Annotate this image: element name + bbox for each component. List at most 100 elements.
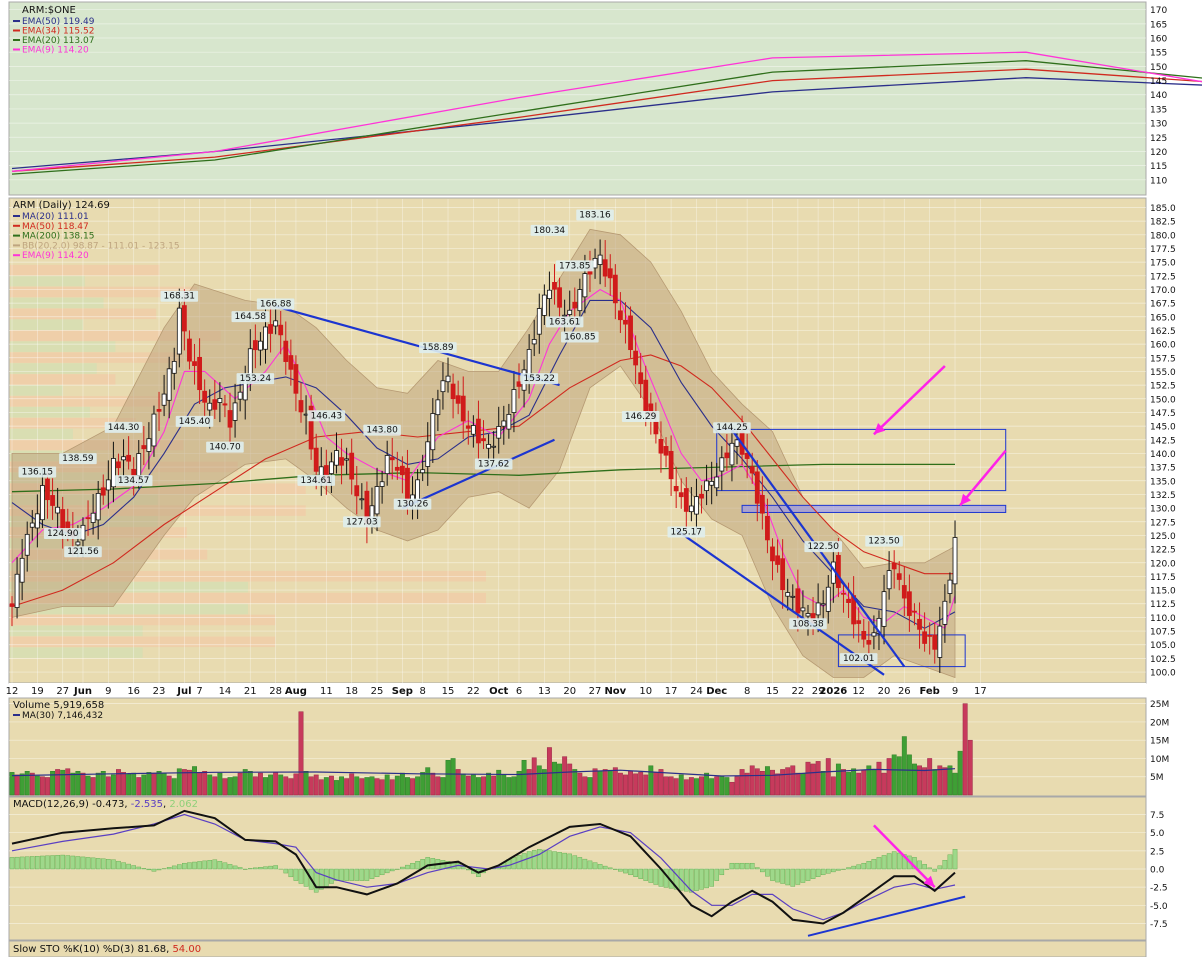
- candle-body: [577, 289, 583, 312]
- macd-histogram-bar: [410, 862, 415, 870]
- macd-histogram-bar: [770, 868, 775, 881]
- volume-bar: [790, 765, 796, 796]
- y-tick-label: 150.0: [1150, 395, 1176, 405]
- candle-body: [171, 361, 177, 374]
- candle-body: [901, 585, 907, 599]
- volume-bar: [871, 769, 877, 796]
- macd-histogram-bar: [531, 850, 537, 870]
- candle-body: [420, 469, 426, 474]
- volume-bar: [161, 772, 167, 796]
- candle-body: [394, 466, 400, 471]
- annotation-arrow: [873, 365, 946, 436]
- volume-bar: [126, 773, 132, 796]
- price-label-box: [530, 224, 569, 236]
- candle-body: [673, 486, 679, 492]
- volume-bar: [171, 778, 177, 796]
- price-label: 102.01: [843, 654, 875, 664]
- y-tick-label: 125.0: [1150, 532, 1176, 542]
- y-tick-label: 115.0: [1150, 587, 1176, 597]
- x-tick-label: 15: [442, 686, 455, 697]
- candle-body: [881, 591, 887, 627]
- volume-bar: [328, 775, 334, 796]
- volume-bar: [293, 773, 299, 796]
- y-tick-label: 140: [1150, 91, 1167, 101]
- macd-histogram-bar: [253, 867, 258, 870]
- y-tick-label: 145: [1150, 77, 1167, 87]
- volume-bar: [891, 754, 897, 796]
- x-tick-label: 17: [974, 686, 987, 697]
- candle-body: [734, 439, 740, 447]
- volume-bar: [526, 769, 532, 796]
- volume-bar: [481, 776, 486, 796]
- volume-bar: [881, 772, 887, 796]
- volume-bar: [227, 777, 233, 796]
- volume-bar: [628, 771, 633, 796]
- price-label: 183.16: [579, 211, 611, 221]
- macd-histogram-bar: [704, 868, 709, 889]
- volume-profile-bar: [10, 363, 97, 374]
- x-tick-label: 2026: [819, 686, 847, 697]
- x-tick-label: 24: [690, 686, 703, 697]
- macd-histogram-bar: [65, 855, 71, 870]
- volume-profile-bar: [10, 286, 197, 298]
- volume-bar: [273, 772, 279, 796]
- macd-histogram-bar: [638, 868, 643, 879]
- volume-bar: [252, 776, 258, 796]
- volume-bar: [841, 769, 846, 796]
- candle-body: [795, 588, 801, 614]
- volume-bar: [851, 768, 857, 796]
- volume-bar: [435, 776, 441, 796]
- candle-body: [552, 281, 557, 290]
- macd-histogram-bar: [836, 868, 841, 871]
- y-tick-label: 2.5: [1150, 847, 1164, 857]
- volume-bar: [835, 763, 841, 796]
- y-tick-label: 137.5: [1150, 464, 1176, 474]
- volume-bar: [952, 772, 958, 796]
- volume-bar: [55, 769, 61, 796]
- x-tick-label: Feb: [919, 686, 939, 697]
- x-tick-label: 28: [269, 686, 282, 697]
- y-tick-label: 105.0: [1150, 641, 1176, 651]
- candle-body: [126, 454, 132, 462]
- price-label: 163.61: [549, 317, 581, 327]
- macd-histogram-bar: [734, 862, 740, 870]
- macd-legend: MACD(12,26,9) -0.473, -2.535, 2.062: [13, 799, 198, 810]
- macd-histogram-bar: [795, 868, 801, 885]
- ma200-line: [11, 463, 955, 493]
- candle-body: [181, 305, 187, 332]
- volume-bar: [678, 774, 684, 796]
- volume-bar: [557, 763, 563, 796]
- candle-body: [846, 598, 851, 603]
- candle-body: [633, 350, 639, 366]
- volume-legend-item: MA(30) 7,146,432: [22, 711, 103, 721]
- price-label-box: [256, 298, 295, 310]
- macd-histogram-bar: [592, 862, 598, 870]
- volume-bar: [151, 772, 157, 796]
- macd-histogram-bar: [121, 862, 126, 870]
- price-legend-item: EMA(9) 114.20: [22, 251, 89, 261]
- candle-body: [258, 340, 263, 351]
- y-tick-label: 157.5: [1150, 354, 1176, 364]
- candle-body: [75, 541, 81, 546]
- volume-bar: [856, 772, 862, 796]
- y-tick-label: 127.5: [1150, 518, 1176, 528]
- macd-signal-value: -2.535: [131, 799, 163, 810]
- price-label-box: [393, 498, 432, 510]
- macd-histogram-bar: [739, 862, 745, 870]
- candle-body: [192, 361, 197, 366]
- candle-body: [922, 631, 927, 644]
- volume-bar: [577, 772, 583, 796]
- macd-histogram-bar: [364, 868, 370, 881]
- volume-bar: [597, 771, 603, 796]
- price-label-box: [206, 441, 244, 453]
- macd-histogram-bar: [288, 868, 294, 878]
- y-tick-label: 102.5: [1150, 655, 1176, 665]
- macd-histogram-bar: [856, 864, 861, 870]
- volume-bar: [927, 758, 933, 796]
- macd-histogram-bar: [765, 868, 770, 877]
- candle-body: [947, 579, 953, 594]
- volume-bar: [470, 774, 476, 796]
- volume-bar: [937, 765, 943, 796]
- volume-bar: [623, 774, 628, 796]
